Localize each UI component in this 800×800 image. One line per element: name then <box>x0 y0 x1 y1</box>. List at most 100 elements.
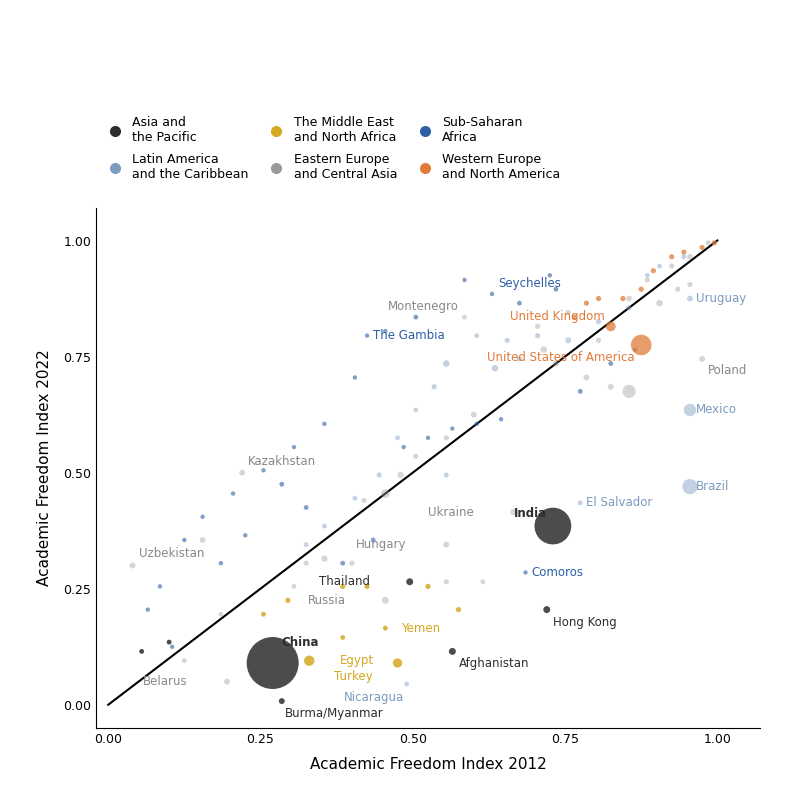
Point <box>282 594 294 606</box>
Point <box>336 631 349 644</box>
Text: Turkey: Turkey <box>334 670 373 683</box>
Point <box>543 269 556 282</box>
Point <box>336 580 349 593</box>
Point <box>574 385 586 398</box>
Point <box>178 654 190 667</box>
Y-axis label: Academic Freedom Index 2022: Academic Freedom Index 2022 <box>37 350 52 586</box>
Point <box>678 246 690 258</box>
Point <box>531 320 544 333</box>
Point <box>513 297 526 310</box>
Point <box>666 260 678 273</box>
Point <box>410 403 422 416</box>
Point <box>400 678 413 690</box>
Text: Mexico: Mexico <box>696 403 737 417</box>
Point <box>361 330 374 342</box>
Point <box>486 287 498 300</box>
Point <box>562 334 574 346</box>
Text: United Kingdom: United Kingdom <box>510 310 605 322</box>
Point <box>458 274 471 286</box>
Point <box>440 431 453 444</box>
Text: Poland: Poland <box>708 364 747 377</box>
Point <box>683 480 696 493</box>
Point <box>162 636 175 649</box>
Point <box>653 260 666 273</box>
Point <box>287 441 300 454</box>
Text: Seychelles: Seychelles <box>498 277 561 290</box>
Point <box>166 640 178 653</box>
Point <box>391 431 404 444</box>
Point <box>467 408 480 421</box>
Point <box>422 580 434 593</box>
Point <box>519 566 532 579</box>
Point <box>470 330 483 342</box>
Point <box>349 492 362 505</box>
Legend: Asia and
the Pacific, Latin America
and the Caribbean, The Middle East
and North: Asia and the Pacific, Latin America and … <box>102 116 560 181</box>
Point <box>635 283 648 296</box>
Point <box>635 338 648 351</box>
Point <box>653 297 666 310</box>
Point <box>446 422 458 435</box>
Point <box>394 469 407 482</box>
Point <box>546 520 559 533</box>
Text: Ukraine: Ukraine <box>428 506 474 518</box>
Point <box>275 694 288 707</box>
Point <box>562 306 574 319</box>
Text: Kazakhstan: Kazakhstan <box>248 454 317 467</box>
Point <box>214 608 227 621</box>
Point <box>678 250 690 263</box>
Point <box>580 371 593 384</box>
Point <box>135 645 148 658</box>
Point <box>379 487 392 500</box>
Text: Thailand: Thailand <box>319 575 370 588</box>
Point <box>300 557 313 570</box>
Point <box>604 380 617 393</box>
Point <box>318 418 331 430</box>
Point <box>410 450 422 462</box>
Text: Brazil: Brazil <box>696 480 730 493</box>
Text: Montenegro: Montenegro <box>387 300 458 314</box>
Point <box>126 559 139 572</box>
Text: Belarus: Belarus <box>142 675 187 688</box>
Text: Burma/Myanmar: Burma/Myanmar <box>285 707 383 720</box>
Text: Egypt: Egypt <box>340 654 374 667</box>
Point <box>446 645 458 658</box>
Text: Uzbekistan: Uzbekistan <box>138 547 204 560</box>
Point <box>580 297 593 310</box>
Point <box>538 343 550 356</box>
Text: China: China <box>282 636 319 649</box>
Point <box>379 594 392 606</box>
Point <box>702 237 714 250</box>
Point <box>361 580 374 593</box>
Point <box>494 413 507 426</box>
Point <box>275 478 288 490</box>
Text: Yemen: Yemen <box>401 622 440 634</box>
Point <box>422 431 434 444</box>
Point <box>196 534 209 546</box>
Point <box>318 552 331 565</box>
Point <box>403 575 416 588</box>
Point <box>196 510 209 523</box>
Point <box>622 292 635 305</box>
Point <box>666 250 678 263</box>
Point <box>604 320 617 333</box>
Point <box>477 575 490 588</box>
Point <box>540 603 553 616</box>
Point <box>440 469 453 482</box>
Point <box>592 334 605 346</box>
Point <box>154 580 166 593</box>
X-axis label: Academic Freedom Index 2012: Academic Freedom Index 2012 <box>310 757 546 772</box>
Text: Afghanistan: Afghanistan <box>458 658 529 670</box>
Point <box>336 557 349 570</box>
Point <box>346 557 358 570</box>
Point <box>452 603 465 616</box>
Point <box>300 501 313 514</box>
Point <box>592 315 605 328</box>
Text: India: India <box>514 506 546 519</box>
Text: Hong Kong: Hong Kong <box>553 616 617 629</box>
Point <box>379 325 392 338</box>
Point <box>683 292 696 305</box>
Point <box>550 283 562 296</box>
Point <box>604 357 617 370</box>
Point <box>440 357 453 370</box>
Point <box>647 264 660 277</box>
